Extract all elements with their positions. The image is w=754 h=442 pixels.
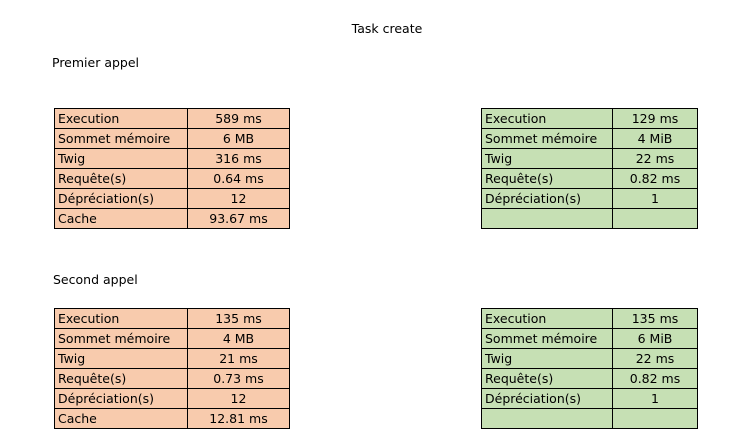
metric-value: 93.67 ms: [187, 208, 290, 229]
table-row: Twig 22 ms: [481, 148, 698, 169]
metric-value: 135 ms: [612, 308, 698, 329]
table-row: Twig 22 ms: [481, 348, 698, 369]
metric-value: 0.82 ms: [612, 168, 698, 189]
metric-value: 21 ms: [187, 348, 290, 369]
metric-label: Twig: [481, 348, 613, 369]
metric-value: 22 ms: [612, 148, 698, 169]
page-title: Task create: [351, 21, 423, 36]
metric-value: 589 ms: [187, 108, 290, 129]
metric-value: 22 ms: [612, 348, 698, 369]
metric-label: Sommet mémoire: [54, 128, 188, 149]
table-row: Requête(s) 0.73 ms: [54, 368, 290, 389]
metric-label: Execution: [481, 308, 613, 329]
table-row: [481, 208, 698, 229]
metric-value: 6 MB: [187, 128, 290, 149]
metric-label: Sommet mémoire: [54, 328, 188, 349]
metrics-table-premier-right: Execution 129 ms Sommet mémoire 4 MiB Twig…: [481, 108, 698, 229]
metrics-table-premier-left: Execution 589 ms Sommet mémoire 6 MB Twig 3…: [54, 108, 290, 229]
table-row: Cache 93.67 ms: [54, 208, 290, 229]
table-row: Requête(s) 0.64 ms: [54, 168, 290, 189]
metric-label: Twig: [481, 148, 613, 169]
table-row: Cache 12.81 ms: [54, 408, 290, 429]
metric-label: Dépréciation(s): [54, 388, 188, 409]
table-row: Twig 21 ms: [54, 348, 290, 369]
metric-label: Dépréciation(s): [481, 388, 613, 409]
table-row: Execution 129 ms: [481, 108, 698, 129]
table-row: Dépréciation(s) 1: [481, 388, 698, 409]
table-row: Dépréciation(s) 1: [481, 188, 698, 209]
metrics-table-second-left: Execution 135 ms Sommet mémoire 4 MB Twig 2…: [54, 308, 290, 429]
metric-label: Twig: [54, 148, 188, 169]
metric-value: 4 MiB: [612, 128, 698, 149]
table-row: Sommet mémoire 6 MiB: [481, 328, 698, 349]
section-heading-second: Second appel: [53, 272, 138, 287]
metric-label: Execution: [54, 108, 188, 129]
table-row: Dépréciation(s) 12: [54, 188, 290, 209]
table-row: Dépréciation(s) 12: [54, 388, 290, 409]
table-row: Requête(s) 0.82 ms: [481, 168, 698, 189]
metric-value: 12: [187, 188, 290, 209]
metric-value: 6 MiB: [612, 328, 698, 349]
metric-value: 316 ms: [187, 148, 290, 169]
metric-value: 0.82 ms: [612, 368, 698, 389]
metric-value: 129 ms: [612, 108, 698, 129]
metric-label: [481, 408, 613, 429]
metric-label: Twig: [54, 348, 188, 369]
table-row: Execution 135 ms: [54, 308, 290, 329]
table-row: Sommet mémoire 4 MB: [54, 328, 290, 349]
metric-label: Sommet mémoire: [481, 328, 613, 349]
section-heading-premier: Premier appel: [52, 55, 140, 70]
metric-value: 1: [612, 388, 698, 409]
table-row: Sommet mémoire 6 MB: [54, 128, 290, 149]
metric-label: Execution: [481, 108, 613, 129]
table-row: Requête(s) 0.82 ms: [481, 368, 698, 389]
metric-value: 0.73 ms: [187, 368, 290, 389]
metric-label: Requête(s): [481, 168, 613, 189]
table-row: Twig 316 ms: [54, 148, 290, 169]
metric-label: Execution: [54, 308, 188, 329]
metric-value: [612, 408, 698, 429]
metric-label: Dépréciation(s): [54, 188, 188, 209]
metric-value: 4 MB: [187, 328, 290, 349]
table-row: [481, 408, 698, 429]
metric-value: 0.64 ms: [187, 168, 290, 189]
metric-label: Cache: [54, 408, 188, 429]
metric-value: 1: [612, 188, 698, 209]
table-row: Execution 589 ms: [54, 108, 290, 129]
metric-label: Cache: [54, 208, 188, 229]
metric-label: Requête(s): [481, 368, 613, 389]
metric-value: 12: [187, 388, 290, 409]
table-row: Sommet mémoire 4 MiB: [481, 128, 698, 149]
metric-value: [612, 208, 698, 229]
metric-label: Requête(s): [54, 368, 188, 389]
table-row: Execution 135 ms: [481, 308, 698, 329]
metric-value: 12.81 ms: [187, 408, 290, 429]
metric-label: Dépréciation(s): [481, 188, 613, 209]
metric-label: Sommet mémoire: [481, 128, 613, 149]
metrics-table-second-right: Execution 135 ms Sommet mémoire 6 MiB Twig…: [481, 308, 698, 429]
metric-value: 135 ms: [187, 308, 290, 329]
metric-label: Requête(s): [54, 168, 188, 189]
metric-label: [481, 208, 613, 229]
